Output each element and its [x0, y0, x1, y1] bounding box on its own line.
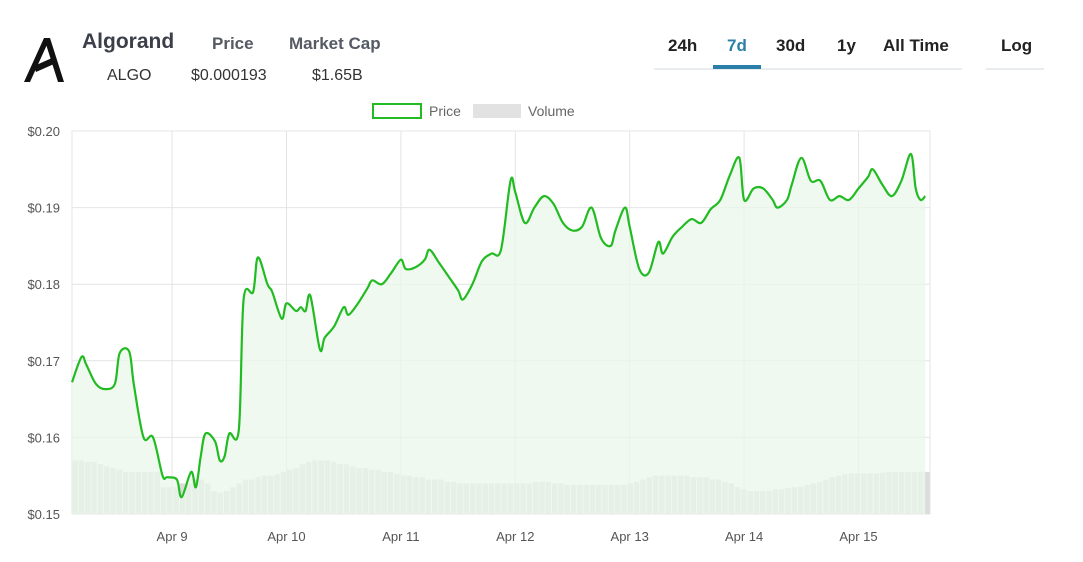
coin-symbol: ALGO: [107, 67, 152, 84]
tab-7d[interactable]: 7d: [727, 36, 747, 55]
market-cap-label: Market Cap: [289, 34, 381, 53]
coin-name: Algorand: [82, 30, 175, 53]
y-tick-label: $0.15: [27, 507, 60, 522]
y-tick-label: $0.19: [27, 201, 60, 216]
tab-24h[interactable]: 24h: [668, 36, 698, 55]
log-scale-label: Log: [1001, 36, 1033, 55]
legend-price-swatch: [372, 103, 422, 119]
x-axis: Apr 9 Apr 10 Apr 11 Apr 12 Apr 13 Apr 14 Apr 1…: [157, 529, 878, 544]
price-series: [70, 152, 927, 514]
y-tick-label: $0.18: [27, 277, 60, 292]
x-tick-label: Apr 15: [839, 529, 877, 544]
x-tick-label: Apr 14: [725, 529, 763, 544]
x-tick-label: Apr 11: [382, 529, 419, 544]
legend-volume-swatch: [473, 104, 521, 118]
y-tick-label: $0.17: [27, 354, 60, 369]
tab-all-time[interactable]: All Time: [883, 36, 949, 55]
x-tick-label: Apr 9: [157, 529, 188, 544]
x-tick-label: Apr 13: [611, 529, 649, 544]
tab-1y[interactable]: 1y: [837, 36, 856, 55]
legend-volume-label: Volume: [528, 103, 575, 119]
y-tick-label: $0.16: [27, 430, 60, 445]
price-label: Price: [212, 34, 254, 53]
price-value: $0.000193: [191, 67, 267, 84]
chart-legend: Price Volume: [372, 103, 575, 119]
market-cap-value: $1.65B: [312, 67, 363, 84]
price-line: [70, 152, 927, 499]
legend-price-label: Price: [429, 103, 461, 119]
x-tick-label: Apr 10: [267, 529, 305, 544]
x-tick-label: Apr 12: [496, 529, 534, 544]
time-range-tabs: 24h 7d 30d 1y All Time: [654, 30, 962, 70]
price-area-fill: [72, 153, 926, 514]
y-axis: $0.15 $0.16 $0.17 $0.18 $0.19 $0.20: [27, 124, 60, 522]
price-chart: Price Volume $0.15$0.16$0.17$0.18$0.19$0…: [27, 103, 931, 544]
tab-30d[interactable]: 30d: [776, 36, 806, 55]
algorand-logo-icon: [24, 38, 64, 82]
volume-bar: [924, 471, 930, 514]
y-tick-label: $0.20: [27, 124, 60, 139]
active-tab-indicator: [713, 65, 761, 69]
log-scale-toggle[interactable]: Log: [986, 30, 1044, 70]
